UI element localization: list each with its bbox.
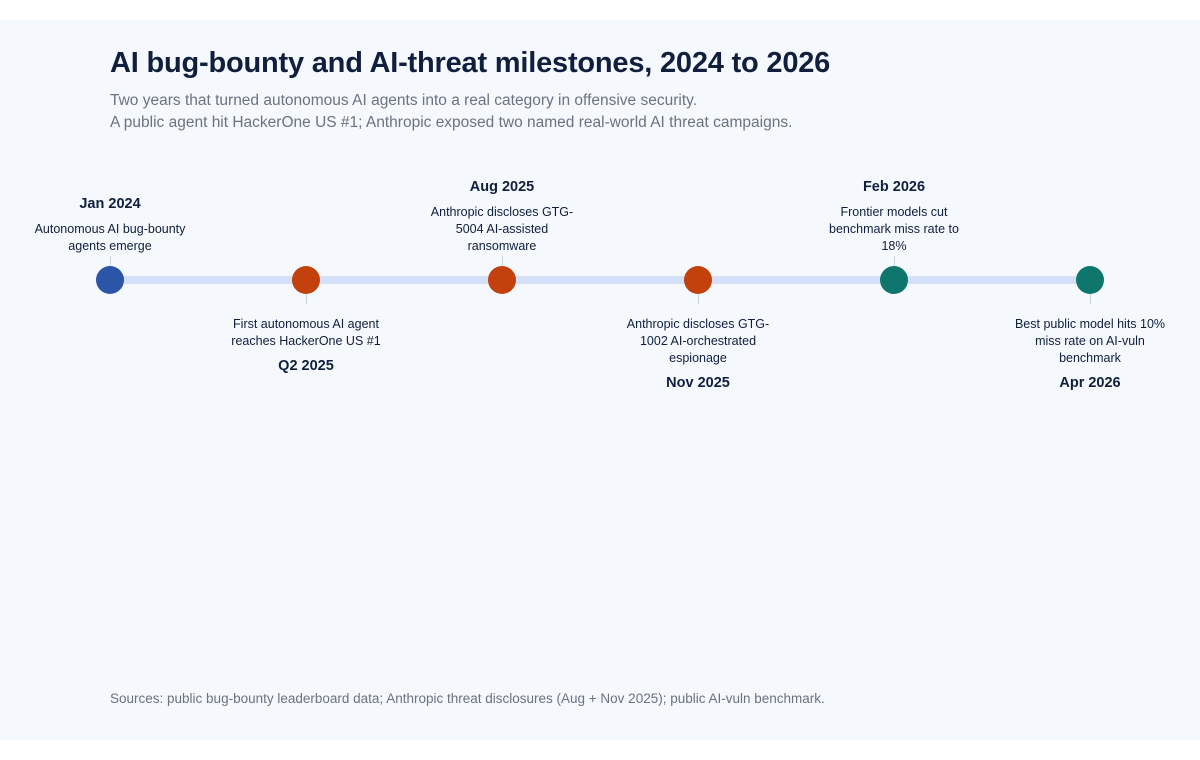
subtitle-line-1: Two years that turned autonomous AI agen… bbox=[110, 92, 698, 109]
subtitle-line-2: A public agent hit HackerOne US #1; Anth… bbox=[110, 114, 793, 131]
timeline-track bbox=[110, 276, 1090, 284]
milestone-dot bbox=[488, 266, 516, 294]
milestone-tick bbox=[1090, 294, 1091, 304]
milestone-date: Q2 2025 bbox=[278, 358, 334, 374]
milestone-dot bbox=[684, 266, 712, 294]
milestone-date: Apr 2026 bbox=[1059, 375, 1121, 391]
milestone-description: First autonomous AI agent reaches Hacker… bbox=[231, 317, 381, 348]
milestone-dot bbox=[1076, 266, 1104, 294]
milestone-description: Autonomous AI bug-bounty agents emerge bbox=[34, 222, 186, 253]
milestone-date: Feb 2026 bbox=[862, 179, 926, 195]
milestone-dot bbox=[292, 266, 320, 294]
milestone-description: Frontier models cut benchmark miss rate … bbox=[829, 205, 959, 253]
milestone-dot bbox=[880, 266, 908, 294]
milestone-description: Best public model hits 10% miss rate on … bbox=[1014, 317, 1166, 365]
milestone-date: Aug 2025 bbox=[469, 179, 535, 195]
milestone-date: Jan 2024 bbox=[79, 196, 141, 212]
milestone-tick bbox=[306, 294, 307, 304]
chart-panel bbox=[0, 20, 1200, 740]
milestone-tick bbox=[698, 294, 699, 304]
milestone-tick bbox=[894, 256, 895, 266]
milestone-tick bbox=[502, 256, 503, 266]
milestone-date: Nov 2025 bbox=[666, 375, 730, 391]
milestone-description: Anthropic discloses GTG-5004 AI-assisted… bbox=[430, 205, 574, 253]
milestone-dot bbox=[96, 266, 124, 294]
milestone-tick bbox=[110, 256, 111, 266]
sources-note: Sources: public bug-bounty leaderboard d… bbox=[110, 691, 825, 706]
chart-title: AI bug-bounty and AI-threat milestones, … bbox=[110, 47, 831, 79]
milestone-description: Anthropic discloses GTG-1002 AI-orchestr… bbox=[626, 317, 770, 365]
